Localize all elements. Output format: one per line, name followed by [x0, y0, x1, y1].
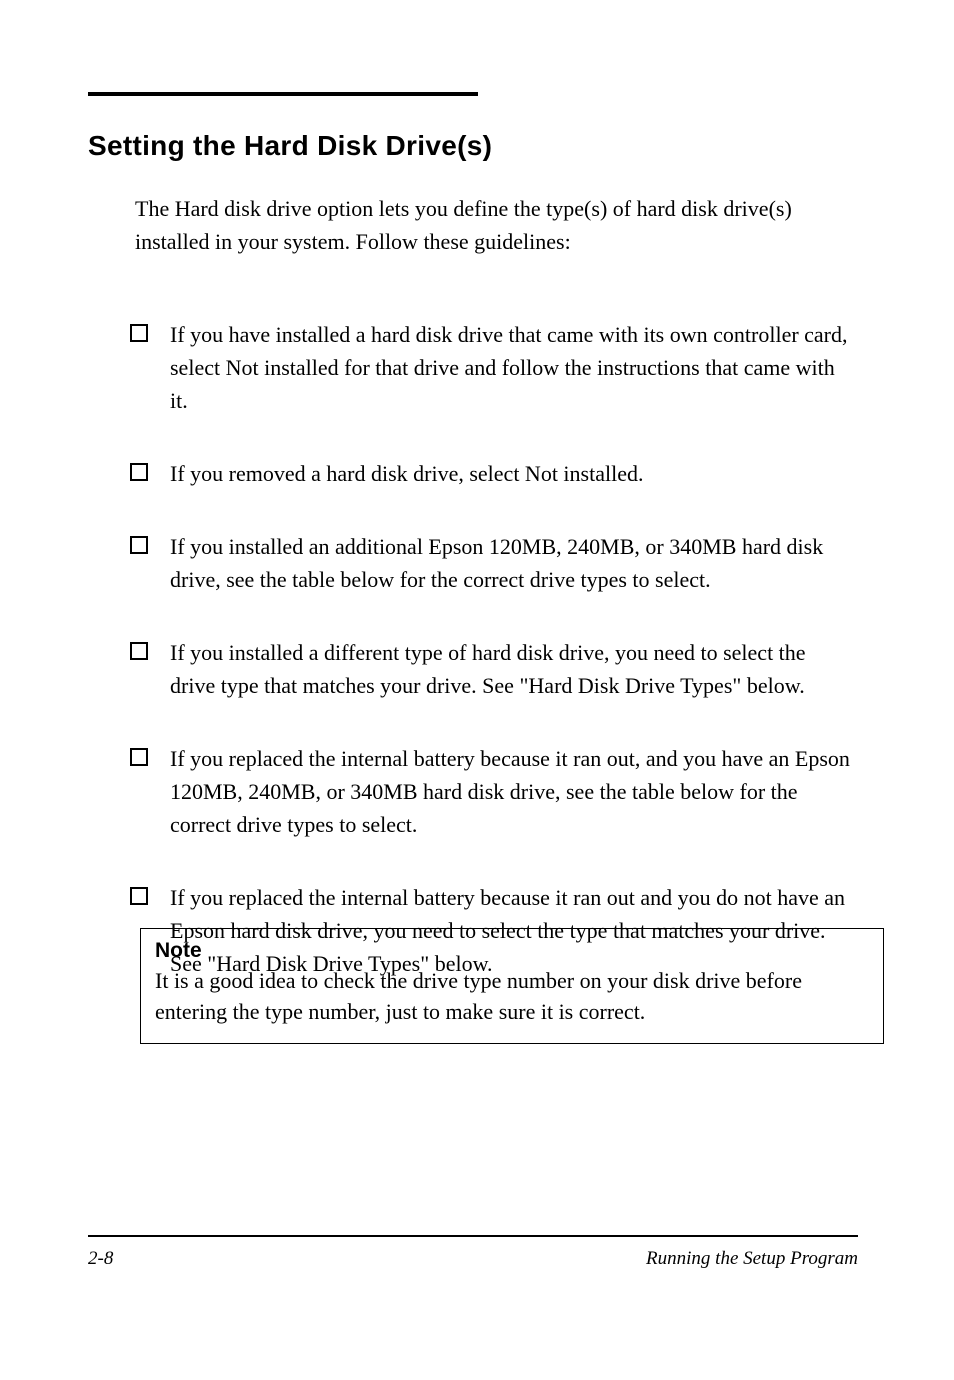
intro-paragraph: The Hard disk drive option lets you defi… [135, 192, 855, 258]
list-item-text: If you replaced the internal battery bec… [170, 742, 856, 841]
list-item-text: If you removed a hard disk drive, select… [170, 457, 643, 490]
list-item: If you have installed a hard disk drive … [130, 318, 856, 417]
note-body: It is a good idea to check the drive typ… [155, 965, 869, 1027]
list-item: If you replaced the internal battery bec… [130, 742, 856, 841]
page: Setting the Hard Disk Drive(s) The Hard … [0, 0, 954, 1380]
square-bullet-icon [130, 748, 148, 766]
list-item-text: If you installed an additional Epson 120… [170, 530, 856, 596]
bottom-divider [88, 1235, 858, 1237]
list-item-text: If you installed a different type of har… [170, 636, 856, 702]
square-bullet-icon [130, 536, 148, 554]
top-divider [88, 92, 478, 96]
list-item: If you removed a hard disk drive, select… [130, 457, 856, 490]
note-title: Note [155, 939, 869, 963]
section-heading: Setting the Hard Disk Drive(s) [88, 130, 492, 162]
list-item: If you installed an additional Epson 120… [130, 530, 856, 596]
square-bullet-icon [130, 324, 148, 342]
page-number: 2-8 [88, 1248, 113, 1270]
list-item-text: If you have installed a hard disk drive … [170, 318, 856, 417]
footer-chapter-title: Running the Setup Program [646, 1248, 858, 1270]
note-box: Note It is a good idea to check the driv… [140, 928, 884, 1044]
bullet-list: If you have installed a hard disk drive … [130, 318, 856, 1020]
list-item: If you installed a different type of har… [130, 636, 856, 702]
square-bullet-icon [130, 463, 148, 481]
square-bullet-icon [130, 642, 148, 660]
page-footer: 2-8 Running the Setup Program [88, 1248, 858, 1270]
square-bullet-icon [130, 887, 148, 905]
